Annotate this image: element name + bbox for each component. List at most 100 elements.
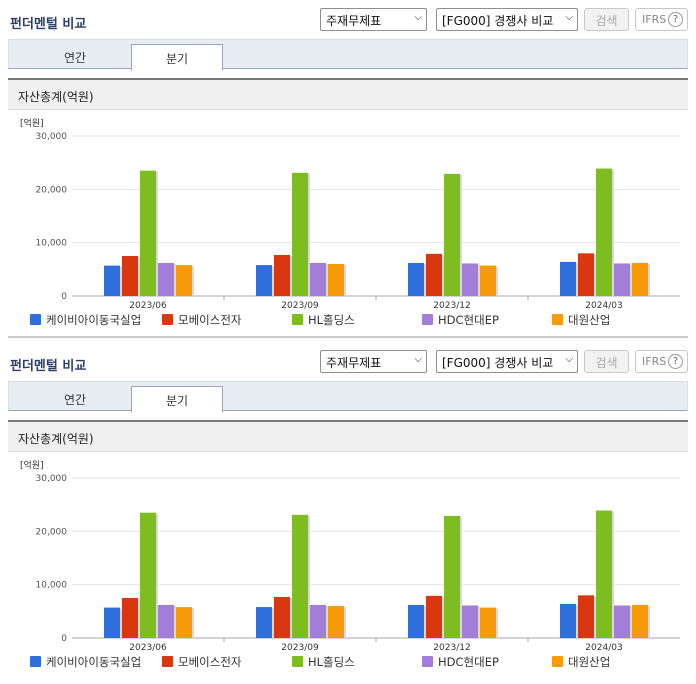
legend-item[interactable]: HDC현대EP xyxy=(422,654,499,670)
legend-swatch xyxy=(292,656,303,667)
help-icon[interactable]: ? xyxy=(668,354,683,369)
bar xyxy=(274,596,290,638)
x-tick-label: 2023/06 xyxy=(129,301,167,311)
x-tick-label: 2024/03 xyxy=(585,301,622,311)
bar xyxy=(444,173,460,296)
y-tick-label: 20,000 xyxy=(36,185,68,195)
bar xyxy=(560,261,576,296)
tab-quarterly[interactable]: 분기 xyxy=(131,44,223,71)
bar xyxy=(480,265,496,296)
bar xyxy=(596,510,612,638)
bar xyxy=(256,265,272,296)
fundamental-panel-1: 펀더멘털 비교 주재무제표 ⌵ [FG000] 경쟁사 비교 ⌵ 검색 IFRS… xyxy=(8,8,688,338)
legend-label: HL홀딩스 xyxy=(308,655,355,669)
bar xyxy=(560,603,576,638)
panel-title: 펀더멘털 비교 xyxy=(10,17,87,32)
y-tick-label: 0 xyxy=(61,292,67,302)
bar xyxy=(408,604,424,638)
period-tabs: 연간 분기 xyxy=(8,381,688,413)
bar xyxy=(426,253,442,296)
legend-item[interactable]: 대원산업 xyxy=(552,654,610,670)
y-tick-label: 10,000 xyxy=(36,239,68,249)
x-tick-label: 2023/09 xyxy=(281,301,319,311)
bar xyxy=(578,253,594,296)
bar xyxy=(462,263,478,296)
y-tick-label: 30,000 xyxy=(36,474,68,484)
chart-svg: [억원] 0 10,000 20,000 30,000 2023/06 2023/09 202… xyxy=(20,117,680,311)
statement-select[interactable]: 주재무제표 ⌵ xyxy=(320,350,427,373)
y-tick-label: 10,000 xyxy=(36,581,68,591)
bar xyxy=(122,256,138,296)
legend-item[interactable]: HL홀딩스 xyxy=(292,654,355,670)
bar xyxy=(408,262,424,296)
legend-label: HDC현대EP xyxy=(438,313,499,327)
bar xyxy=(104,607,120,638)
legend-swatch xyxy=(422,656,433,667)
bar xyxy=(596,168,612,296)
search-button[interactable]: 검색 xyxy=(584,350,629,373)
bar xyxy=(632,604,648,638)
bar xyxy=(462,605,478,638)
bar xyxy=(328,606,344,638)
legend-item[interactable]: HL홀딩스 xyxy=(292,312,355,328)
legend-swatch xyxy=(162,656,173,667)
legend-label: HL홀딩스 xyxy=(308,313,355,327)
divider xyxy=(8,336,688,338)
bar-chart: [억원] 0 10,000 20,000 30,000 2023/06 2023/09 202… xyxy=(8,112,688,336)
statement-select[interactable]: 주재무제표 ⌵ xyxy=(320,8,427,31)
fundamental-panel-2: 펀더멘털 비교 주재무제표 ⌵ [FG000] 경쟁사 비교 ⌵ 검색 IFRS… xyxy=(0,342,696,684)
legend-item[interactable]: 대원산업 xyxy=(552,312,610,328)
chart-legend: 케이비아이동국실업 모베이스전자 HL홀딩스 HDC현대EP 대원산업 xyxy=(30,312,690,328)
help-icon[interactable]: ? xyxy=(668,12,683,27)
x-tick-label: 2023/06 xyxy=(129,643,167,653)
section-title: 자산총계(억원) xyxy=(8,420,688,452)
legend-label: 케이비아이동국실업 xyxy=(46,655,142,669)
legend-label: 케이비아이동국실업 xyxy=(46,313,142,327)
bar xyxy=(140,512,156,638)
tab-annual[interactable]: 연간 xyxy=(63,51,87,65)
y-axis-unit-label: [억원] xyxy=(20,459,44,471)
statement-select-value: 주재무제표 xyxy=(326,14,382,28)
compare-select[interactable]: [FG000] 경쟁사 비교 ⌵ xyxy=(436,8,578,31)
chevron-down-icon: ⌵ xyxy=(414,12,422,23)
bar-chart: [억원] 0 10,000 20,000 30,000 2023/06 2023/09 202… xyxy=(8,454,688,678)
chevron-down-icon: ⌵ xyxy=(565,354,573,365)
tab-quarterly[interactable]: 분기 xyxy=(131,386,223,413)
x-tick-label: 2024/03 xyxy=(585,643,622,653)
bar xyxy=(176,265,192,296)
legend-item[interactable]: 모베이스전자 xyxy=(162,654,241,670)
bar xyxy=(614,263,630,296)
search-button[interactable]: 검색 xyxy=(584,8,629,31)
legend-swatch xyxy=(30,314,41,325)
bar xyxy=(256,607,272,638)
legend-item[interactable]: 케이비아이동국실업 xyxy=(30,654,141,670)
chevron-down-icon: ⌵ xyxy=(414,354,422,365)
bar xyxy=(310,604,326,638)
legend-item[interactable]: 모베이스전자 xyxy=(162,312,241,328)
legend-item[interactable]: HDC현대EP xyxy=(422,312,499,328)
compare-select[interactable]: [FG000] 경쟁사 비교 ⌵ xyxy=(436,350,578,373)
bar xyxy=(578,595,594,638)
panel-header: 펀더멘털 비교 주재무제표 ⌵ [FG000] 경쟁사 비교 ⌵ 검색 IFRS… xyxy=(8,350,688,374)
legend-item[interactable]: 케이비아이동국실업 xyxy=(30,312,141,328)
bar xyxy=(176,607,192,638)
chevron-down-icon: ⌵ xyxy=(565,12,573,23)
x-tick-label: 2023/12 xyxy=(433,643,470,653)
ifrs-button[interactable]: IFRS ? xyxy=(635,8,688,31)
bar xyxy=(292,514,308,638)
bar xyxy=(614,605,630,638)
y-axis-unit-label: [억원] xyxy=(20,117,44,129)
bar xyxy=(158,262,174,296)
legend-swatch xyxy=(552,314,563,325)
compare-select-value: [FG000] 경쟁사 비교 xyxy=(442,356,554,370)
ifrs-button[interactable]: IFRS ? xyxy=(635,350,688,373)
tab-annual[interactable]: 연간 xyxy=(63,393,87,407)
bar xyxy=(122,598,138,638)
bar xyxy=(104,265,120,296)
legend-label: HDC현대EP xyxy=(438,655,499,669)
section-title: 자산총계(억원) xyxy=(8,78,688,110)
legend-label: 모베이스전자 xyxy=(178,655,242,669)
period-tabs: 연간 분기 xyxy=(8,39,688,71)
bar xyxy=(328,264,344,296)
bar xyxy=(426,595,442,638)
